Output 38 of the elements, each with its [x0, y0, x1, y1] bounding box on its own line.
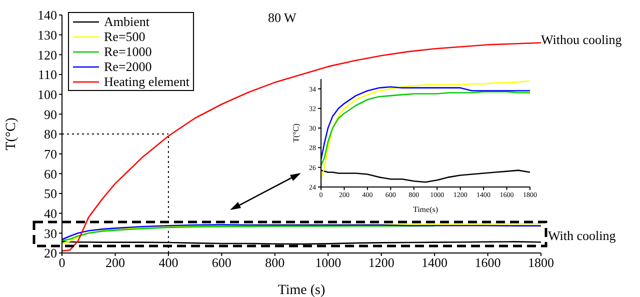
x-tick-label: 1800	[528, 255, 554, 270]
y-axis-title: T(°C)	[4, 117, 19, 150]
y-tick-label: 140	[38, 8, 57, 23]
text: With cooling	[548, 228, 616, 244]
x-tick-label: 600	[212, 255, 232, 270]
line-series	[321, 80, 530, 180]
y-tick-label: 40	[44, 206, 57, 221]
line-series	[62, 224, 541, 240]
legend-label: Re=500	[104, 29, 146, 44]
x-tick-label: 1200	[368, 255, 394, 270]
legend-label: Ambient	[104, 14, 150, 29]
x-tick-label: 0	[58, 255, 66, 270]
y-tick-label: 60	[44, 166, 57, 182]
y-tick-label: 110	[38, 67, 57, 82]
y-tick-label: 70	[44, 146, 57, 162]
y-axis-title: T(°C)	[291, 123, 300, 142]
y-tick-label: 90	[44, 106, 57, 122]
annotation: Withou cooling	[541, 32, 622, 48]
y-tick-label: 20	[44, 246, 57, 261]
x-tick-label: 400	[158, 255, 178, 270]
annotation: 80 W	[268, 10, 296, 26]
x-axis-title: Time(s)	[412, 205, 438, 214]
legend-label: Re=2000	[104, 59, 152, 74]
x-tick-label: 1400	[422, 255, 448, 270]
x-tick-label: 800	[265, 255, 285, 270]
legend-label: Re=1000	[104, 44, 152, 59]
x-tick-label: 200	[105, 255, 125, 270]
y-tick-label: 30	[44, 226, 57, 241]
line-series	[62, 222, 541, 244]
x-axis-title: Time (s)	[278, 283, 326, 297]
y-tick-label: 130	[38, 27, 57, 42]
legend-label: Heating element	[104, 74, 190, 89]
y-tick-label: 120	[38, 47, 57, 62]
y-tick-label: 80	[44, 126, 57, 142]
y-tick-label: 100	[38, 86, 57, 102]
y-tick-label: 50	[44, 186, 57, 202]
x-tick-label: 1000	[315, 255, 342, 270]
x-tick-label: 1600	[474, 255, 501, 270]
